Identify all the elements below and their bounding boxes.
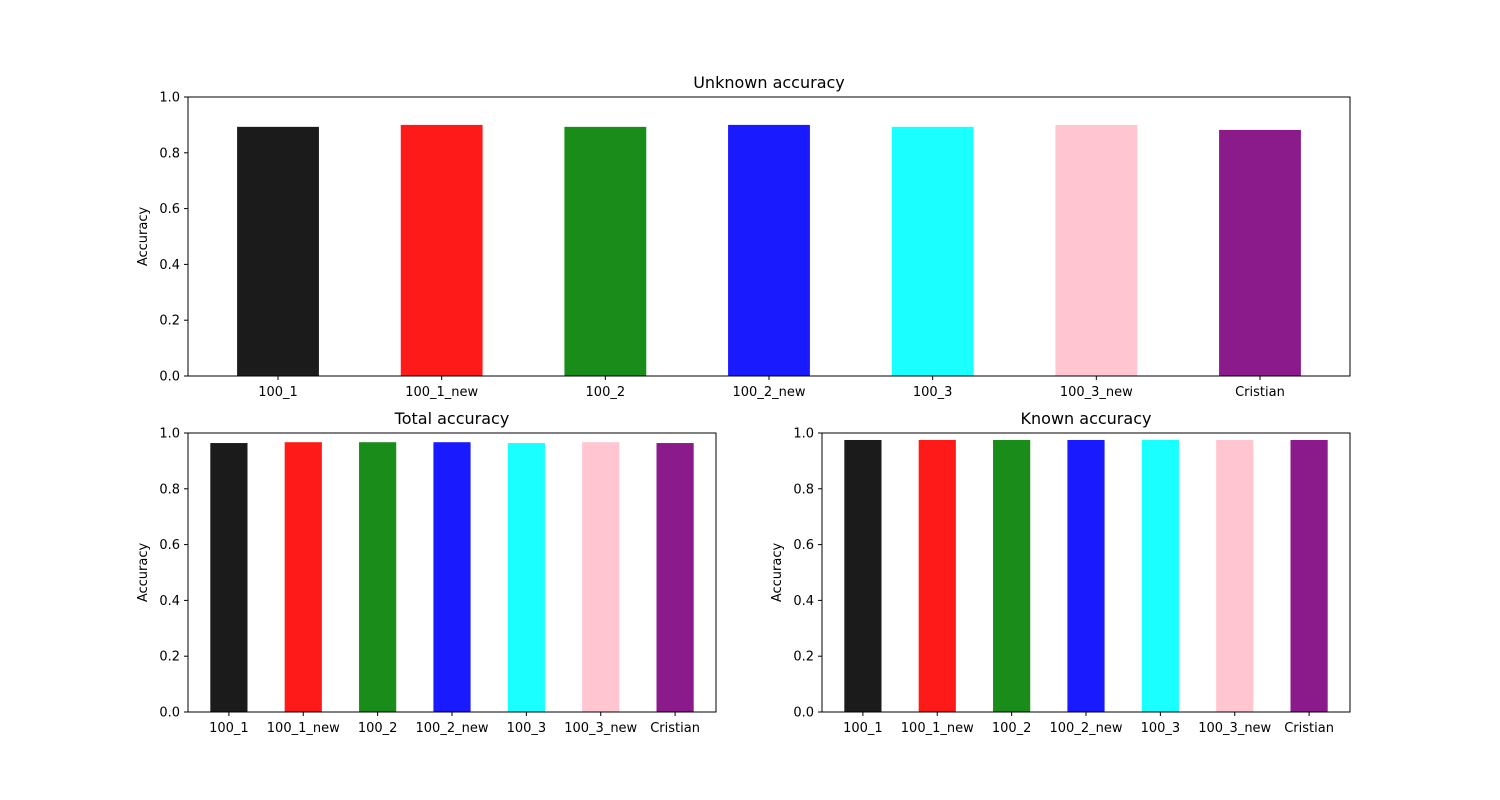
known-ytick-label: 1.0 [793, 427, 814, 442]
known-chart-title: Known accuracy [1021, 409, 1152, 428]
unknown-xtick-label: Cristian [1235, 385, 1285, 400]
total-bar-100_3_new [582, 442, 620, 712]
total-xtick-label: 100_1 [209, 721, 249, 736]
unknown-bar-100_2 [564, 126, 647, 376]
total-xtick-label: 100_1_new [267, 721, 340, 736]
total-xtick-label: 100_3_new [564, 721, 637, 736]
unknown-xtick-label: 100_1_new [405, 385, 478, 400]
total-xtick-label: Cristian [650, 721, 700, 736]
unknown-ytick-label: 0.8 [159, 146, 180, 161]
total-ytick-label: 1.0 [159, 427, 180, 442]
unknown-y-axis-label: Accuracy [136, 207, 151, 267]
unknown-bar-100_1_new [400, 124, 483, 377]
unknown-xtick-label: 100_1 [258, 385, 298, 400]
unknown-xtick-label: 100_3 [913, 385, 953, 400]
unknown-ytick-label: 0.4 [159, 258, 180, 273]
total-chart: 0.0 0.2 0.4 0.6 0.8 1.0 100_1 100_1_new 100_2 100… [136, 409, 717, 736]
total-y-axis-label: Accuracy [136, 543, 151, 603]
unknown-ytick-label: 1.0 [159, 91, 180, 106]
unknown-ytick-label: 0.0 [159, 370, 180, 385]
unknown-xtick-label: 100_2_new [733, 385, 806, 400]
total-bar-100_2_new [433, 442, 471, 712]
known-y-axis-label: Accuracy [770, 543, 785, 603]
total-bar-100_1_new [284, 442, 322, 712]
unknown-xtick-label: 100_2 [586, 385, 626, 400]
total-ytick-label: 0.4 [159, 594, 180, 609]
known-bar-Cristian [1290, 439, 1328, 712]
unknown-ytick-label: 0.2 [159, 314, 180, 329]
total-ytick-label: 0.0 [159, 706, 180, 721]
total-ytick-label: 0.8 [159, 482, 180, 497]
known-ytick-label: 0.0 [793, 706, 814, 721]
unknown-chart: 0.0 0.2 0.4 0.6 0.8 1.0 100_1 100_1_new 100_2 100… [136, 73, 1351, 400]
known-bar-100_1_new [918, 439, 956, 712]
known-xtick-label: Cristian [1284, 721, 1334, 736]
known-bar-100_1 [844, 439, 882, 712]
known-xtick-label: 100_2 [992, 721, 1032, 736]
known-bar-100_3 [1141, 439, 1179, 712]
known-bar-100_3_new [1216, 439, 1254, 712]
unknown-bar-100_2_new [728, 124, 810, 377]
unknown-bar-100_3 [891, 126, 974, 376]
total-xtick-label: 100_2_new [416, 721, 489, 736]
total-xtick-label: 100_2 [358, 721, 398, 736]
total-bar-100_2 [359, 442, 397, 712]
unknown-bar-Cristian [1219, 129, 1301, 376]
total-bar-Cristian [656, 443, 694, 712]
unknown-xtick-label: 100_3_new [1060, 385, 1133, 400]
known-bar-100_2_new [1067, 439, 1105, 712]
unknown-chart-title: Unknown accuracy [693, 73, 845, 92]
unknown-ytick-label: 0.6 [159, 202, 180, 217]
total-ytick-label: 0.6 [159, 538, 180, 553]
unknown-bar-100_1 [237, 126, 319, 376]
total-xtick-label: 100_3 [507, 721, 547, 736]
known-ytick-label: 0.4 [793, 594, 814, 609]
total-bar-100_3 [507, 443, 545, 712]
known-xtick-label: 100_3 [1141, 721, 1181, 736]
known-xtick-label: 100_1_new [901, 721, 974, 736]
total-chart-title: Total accuracy [394, 409, 510, 428]
known-chart: 0.0 0.2 0.4 0.6 0.8 1.0 100_1 100_1_new 100_2 100… [770, 409, 1351, 736]
unknown-bar-100_3_new [1055, 124, 1138, 377]
known-xtick-label: 100_1 [843, 721, 883, 736]
known-ytick-label: 0.2 [793, 650, 814, 665]
known-xtick-label: 100_2_new [1050, 721, 1123, 736]
known-ytick-label: 0.8 [793, 482, 814, 497]
total-bar-100_1 [210, 443, 248, 712]
known-bar-100_2 [993, 439, 1031, 712]
known-xtick-label: 100_3_new [1198, 721, 1271, 736]
total-ytick-label: 0.2 [159, 650, 180, 665]
known-ytick-label: 0.6 [793, 538, 814, 553]
